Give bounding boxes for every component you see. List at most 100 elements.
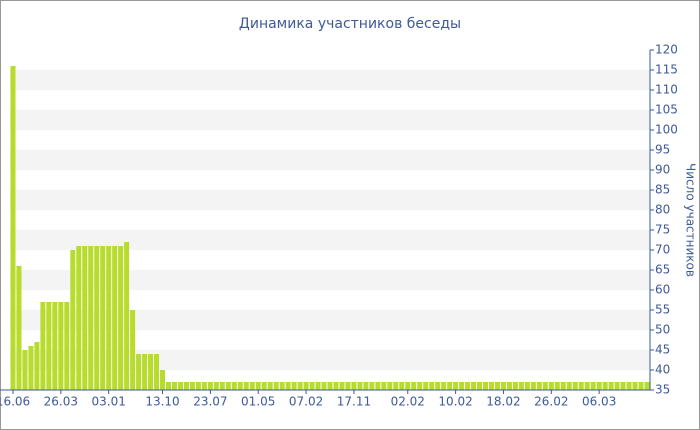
y-tick-label: 55	[655, 303, 670, 317]
bar	[524, 382, 530, 390]
bar	[177, 382, 183, 390]
bar	[363, 382, 369, 390]
bar	[465, 382, 471, 390]
chart-title: Динамика участников беседы	[239, 16, 461, 32]
bar	[560, 382, 566, 390]
bar	[40, 302, 46, 390]
y-tick-label: 95	[655, 143, 670, 157]
bar	[76, 246, 82, 390]
bar	[626, 382, 632, 390]
grid-band	[10, 70, 650, 90]
bar	[417, 382, 423, 390]
bar	[267, 382, 273, 390]
bar	[231, 382, 237, 390]
bar	[183, 382, 189, 390]
bar	[477, 382, 483, 390]
x-tick-label: 02.02	[391, 395, 425, 409]
grid-band	[10, 150, 650, 170]
bar	[28, 346, 34, 390]
bar	[100, 246, 106, 390]
bar	[369, 382, 375, 390]
bar	[10, 66, 16, 390]
bar	[142, 354, 148, 390]
bar	[435, 382, 441, 390]
bar	[112, 246, 118, 390]
bar	[447, 382, 453, 390]
bar	[201, 382, 207, 390]
bar	[255, 382, 261, 390]
bar	[459, 382, 465, 390]
bar	[321, 382, 327, 390]
y-tick-label: 120	[655, 43, 678, 57]
y-tick-label: 75	[655, 223, 670, 237]
bar	[148, 354, 154, 390]
bar	[82, 246, 88, 390]
bar	[423, 382, 429, 390]
x-tick-label: 07.02	[289, 395, 323, 409]
bar	[620, 382, 626, 390]
y-tick-label: 85	[655, 183, 670, 197]
bar	[237, 382, 243, 390]
y-tick-label: 100	[655, 123, 678, 137]
bar	[411, 382, 417, 390]
x-tick-label: 06.03	[582, 395, 616, 409]
bar	[94, 246, 100, 390]
bar	[58, 302, 64, 390]
bar	[106, 246, 112, 390]
grid-band	[10, 230, 650, 250]
bar	[297, 382, 303, 390]
y-tick-label: 35	[655, 383, 670, 397]
bar	[638, 382, 644, 390]
bar	[494, 382, 500, 390]
bar	[441, 382, 447, 390]
bar	[213, 382, 219, 390]
y-tick-label: 110	[655, 83, 678, 97]
grid-band	[10, 110, 650, 130]
x-tick-label: 10.02	[438, 395, 472, 409]
y-tick-label: 45	[655, 343, 670, 357]
bar	[512, 382, 518, 390]
bar	[327, 382, 333, 390]
bar	[632, 382, 638, 390]
bar	[118, 246, 124, 390]
bar	[207, 382, 213, 390]
bar	[225, 382, 231, 390]
bar	[614, 382, 620, 390]
bar	[171, 382, 177, 390]
bar	[566, 382, 572, 390]
bar	[124, 242, 130, 390]
grid-band	[10, 350, 650, 370]
bar	[243, 382, 249, 390]
bar	[136, 354, 142, 390]
bar	[315, 382, 321, 390]
y-tick-label: 90	[655, 163, 670, 177]
bar	[195, 382, 201, 390]
bar	[554, 382, 560, 390]
y-tick-label: 40	[655, 363, 670, 377]
bar	[88, 246, 94, 390]
bar	[261, 382, 267, 390]
y-axis-label: Число участников	[684, 163, 698, 277]
bar	[381, 382, 387, 390]
y-tick-label: 65	[655, 263, 670, 277]
bar	[578, 382, 584, 390]
bar	[16, 266, 22, 390]
bar	[333, 382, 339, 390]
y-tick-label: 105	[655, 103, 678, 117]
bar	[602, 382, 608, 390]
bar	[64, 302, 70, 390]
bar	[339, 382, 345, 390]
bar	[22, 350, 28, 390]
bar	[590, 382, 596, 390]
y-tick-label: 115	[655, 63, 678, 77]
bar	[345, 382, 351, 390]
bar	[500, 382, 506, 390]
bar	[608, 382, 614, 390]
y-tick-label: 80	[655, 203, 670, 217]
bar	[471, 382, 477, 390]
bar	[291, 382, 297, 390]
bar	[518, 382, 524, 390]
bar	[405, 382, 411, 390]
x-tick-label: 17.11	[337, 395, 371, 409]
bar	[483, 382, 489, 390]
